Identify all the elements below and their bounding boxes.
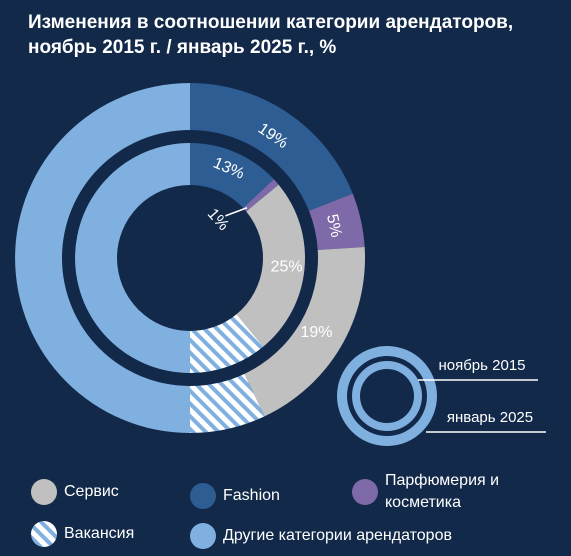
- inner-ring-slice-другие-категории-арендаторов: [75, 143, 190, 373]
- legend-label-вакансия: Вакансия: [64, 525, 134, 542]
- inner-ring-slice-fashion: [190, 143, 274, 209]
- outer-data-label-парфюмерия-и-косметика: 5%: [323, 213, 345, 239]
- legend-label-парфюмерия-и-косметика-line-1: Парфюмерия и: [385, 472, 499, 489]
- legend-swatch-сервис: [31, 479, 57, 505]
- legend-label-другие-категории-арендаторов: Другие категории арендаторов: [223, 527, 452, 544]
- legend: Сервис Fashion Парфюмерия и косметика Ваканс…: [31, 472, 499, 549]
- inner-ring-slice-сервис: [236, 184, 305, 347]
- inner-ring-slice-парфюмерия-и-косметика: [243, 179, 279, 212]
- legend-swatch-парфюмерия-и-косметика: [352, 479, 378, 505]
- ring-legend-outer-label: январь 2025: [447, 409, 533, 426]
- chart-title-line-1: Изменения в соотношении категории аренда…: [28, 12, 514, 33]
- legend-label-парфюмерия-и-косметика-line-2: косметика: [385, 494, 461, 511]
- legend-swatch-другие-категории-арендаторов: [190, 523, 216, 549]
- inner-ring-slice-вакансия: [190, 314, 264, 373]
- inner-data-label-сервис: 25%: [271, 258, 303, 275]
- chart-title-line-2: ноябрь 2015 г. / январь 2025 г., %: [28, 37, 337, 58]
- rings-group: 19%5%19%13%1%25%: [15, 83, 365, 433]
- ring-legend-hole: [360, 369, 414, 423]
- outer-ring-slice-сервис: [244, 247, 365, 417]
- outer-ring-slice-другие-категории-арендаторов: [15, 83, 190, 433]
- ring-legend-inner-label: ноябрь 2015: [438, 357, 525, 374]
- inner-data-label-парфюмерия-и-косметика: 1%: [204, 205, 232, 234]
- legend-label-fashion: Fashion: [223, 487, 280, 504]
- inner-label-leader-парфюмерия-и-косметика: [225, 207, 248, 217]
- ring-legend: ноябрь 2015 январь 2025: [337, 346, 546, 446]
- outer-data-label-сервис: 19%: [301, 324, 333, 341]
- outer-ring-slice-fashion: [190, 83, 353, 211]
- legend-swatch-fashion: [190, 483, 216, 509]
- legend-swatch-вакансия: [31, 521, 57, 547]
- outer-ring-slice-вакансия: [190, 373, 265, 433]
- legend-label-сервис: Сервис: [64, 483, 119, 500]
- outer-ring-slice-парфюмерия-и-косметика: [309, 193, 365, 250]
- chart-title: Изменения в соотношении категории аренда…: [28, 10, 558, 60]
